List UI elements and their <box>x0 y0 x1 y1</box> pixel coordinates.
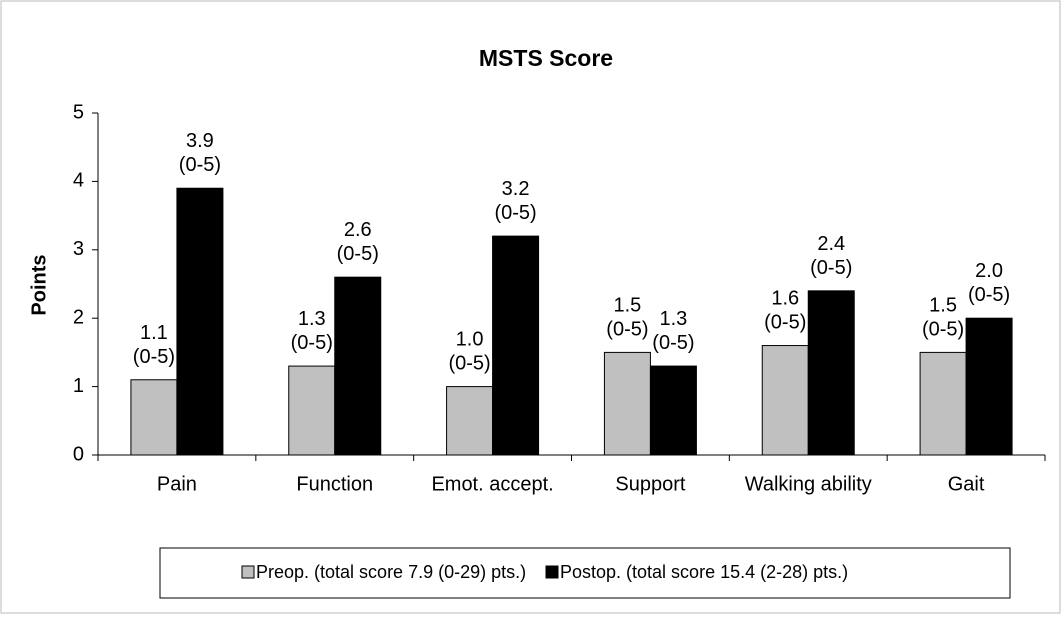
value-label: 2.0 (0-5) <box>968 260 1010 306</box>
value-label-line: 1.5 <box>614 295 642 317</box>
x-tick-label: Gait <box>948 473 985 495</box>
y-tick-label: 1 <box>73 375 84 397</box>
bar <box>807 290 855 456</box>
value-label: 1.3 (0-5) <box>652 308 694 354</box>
value-label: 2.6 (0-5) <box>337 219 379 265</box>
value-label-line: (0-5) <box>968 284 1010 306</box>
bar <box>288 365 336 456</box>
bar <box>965 317 1013 456</box>
chart-title: MSTS Score <box>479 45 613 71</box>
y-tick-label: 0 <box>73 443 84 465</box>
bar <box>446 386 494 456</box>
value-label-line: 1.3 <box>660 308 688 330</box>
legend-swatch <box>241 565 255 579</box>
bar <box>492 235 540 456</box>
value-label-line: 2.4 <box>817 233 845 255</box>
y-tick-label: 3 <box>73 238 84 260</box>
value-label: 1.6 (0-5) <box>764 288 806 334</box>
bar <box>919 351 967 456</box>
value-label-line: (0-5) <box>810 257 852 279</box>
value-label-line: 1.0 <box>456 329 484 351</box>
value-label: 1.3 (0-5) <box>291 308 333 354</box>
y-tick-label: 5 <box>73 101 84 123</box>
value-label-line: 2.6 <box>344 219 372 241</box>
value-label: 1.0 (0-5) <box>448 329 490 375</box>
value-label-line: 1.1 <box>140 322 168 344</box>
value-label-line: 3.2 <box>502 178 530 200</box>
bar <box>176 187 224 456</box>
value-label: 3.9 (0-5) <box>179 131 221 177</box>
value-label: 2.4 (0-5) <box>810 233 852 279</box>
value-label: 1.5 (0-5) <box>922 295 964 341</box>
value-label-line: (0-5) <box>179 155 221 177</box>
legend-label: Preop. (total score 7.9 (0-29) pts.) <box>256 562 526 582</box>
bar <box>603 351 651 456</box>
x-tick-label: Walking ability <box>745 473 872 495</box>
value-label-line: (0-5) <box>606 319 648 341</box>
value-label-line: (0-5) <box>133 346 175 368</box>
value-label-line: 1.3 <box>298 308 326 330</box>
y-axis-label: Points <box>28 254 50 315</box>
value-label-line: 2.0 <box>975 260 1003 282</box>
value-label-line: (0-5) <box>291 332 333 354</box>
value-label: 3.2 (0-5) <box>494 178 536 224</box>
y-tick-label: 2 <box>73 306 84 328</box>
bar <box>649 365 697 456</box>
value-label-line: 1.5 <box>929 295 957 317</box>
value-label: 1.1 (0-5) <box>133 322 175 368</box>
value-label-line: (0-5) <box>494 202 536 224</box>
legend-label: Postop. (total score 15.4 (2-28) pts.) <box>560 562 848 582</box>
legend-swatch <box>545 565 559 579</box>
value-label-line: 1.6 <box>771 288 799 310</box>
value-label-line: (0-5) <box>652 332 694 354</box>
bar <box>761 345 809 456</box>
x-tick-label: Pain <box>157 473 197 495</box>
x-tick-label: Support <box>615 473 685 495</box>
x-tick-label: Emot. accept. <box>431 473 553 495</box>
value-label-line: (0-5) <box>922 319 964 341</box>
y-tick-label: 4 <box>73 170 84 192</box>
value-label-line: (0-5) <box>337 243 379 265</box>
value-label: 1.5 (0-5) <box>606 295 648 341</box>
value-label-line: 3.9 <box>186 131 214 153</box>
legend <box>159 547 1011 599</box>
bar <box>130 379 178 456</box>
bar <box>334 276 382 456</box>
value-label-line: (0-5) <box>764 312 806 334</box>
x-tick-label: Function <box>296 473 373 495</box>
value-label-line: (0-5) <box>448 353 490 375</box>
